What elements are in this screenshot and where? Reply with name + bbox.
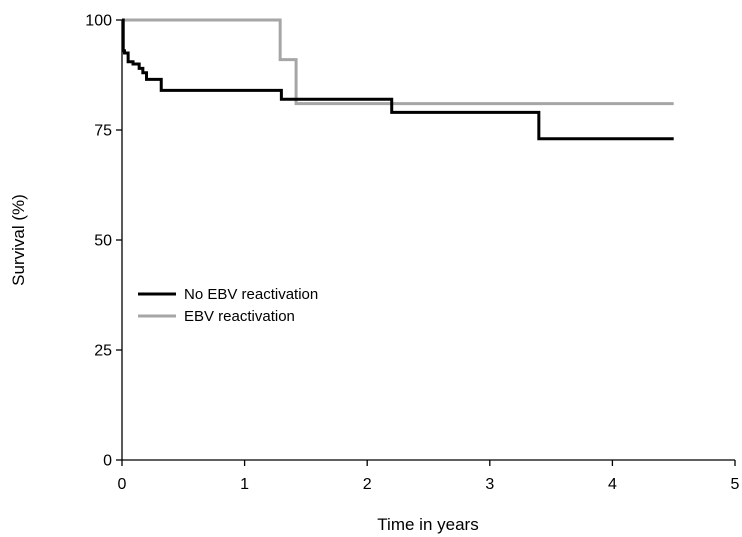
y-tick-label: 0 [103,453,112,470]
y-axis-label: Survival (%) [9,194,28,286]
x-tick-label: 4 [608,476,617,493]
x-tick-label: 3 [485,476,494,493]
x-tick-label: 5 [731,476,740,493]
legend-label: EBV reactivation [184,308,295,325]
x-ticks: 0 1 2 3 4 5 [118,460,740,493]
y-tick-label: 25 [94,343,112,360]
legend: No EBV reactivation EBV reactivation [138,286,318,325]
series-layer [121,18,674,141]
y-tick-label: 100 [85,13,112,30]
x-axis-label: Time in years [377,515,478,534]
y-ticks: 0 25 50 75 100 [85,13,122,470]
x-tick-label: 1 [240,476,249,493]
series-line-no-ebv-reactivation [121,18,674,141]
y-tick-label: 75 [94,123,112,140]
x-tick-label: 2 [363,476,372,493]
x-tick-label: 0 [118,476,127,493]
legend-label: No EBV reactivation [184,286,318,303]
axes [121,20,735,461]
y-tick-label: 50 [94,233,112,250]
series-line-ebv-reactivation [122,18,674,106]
